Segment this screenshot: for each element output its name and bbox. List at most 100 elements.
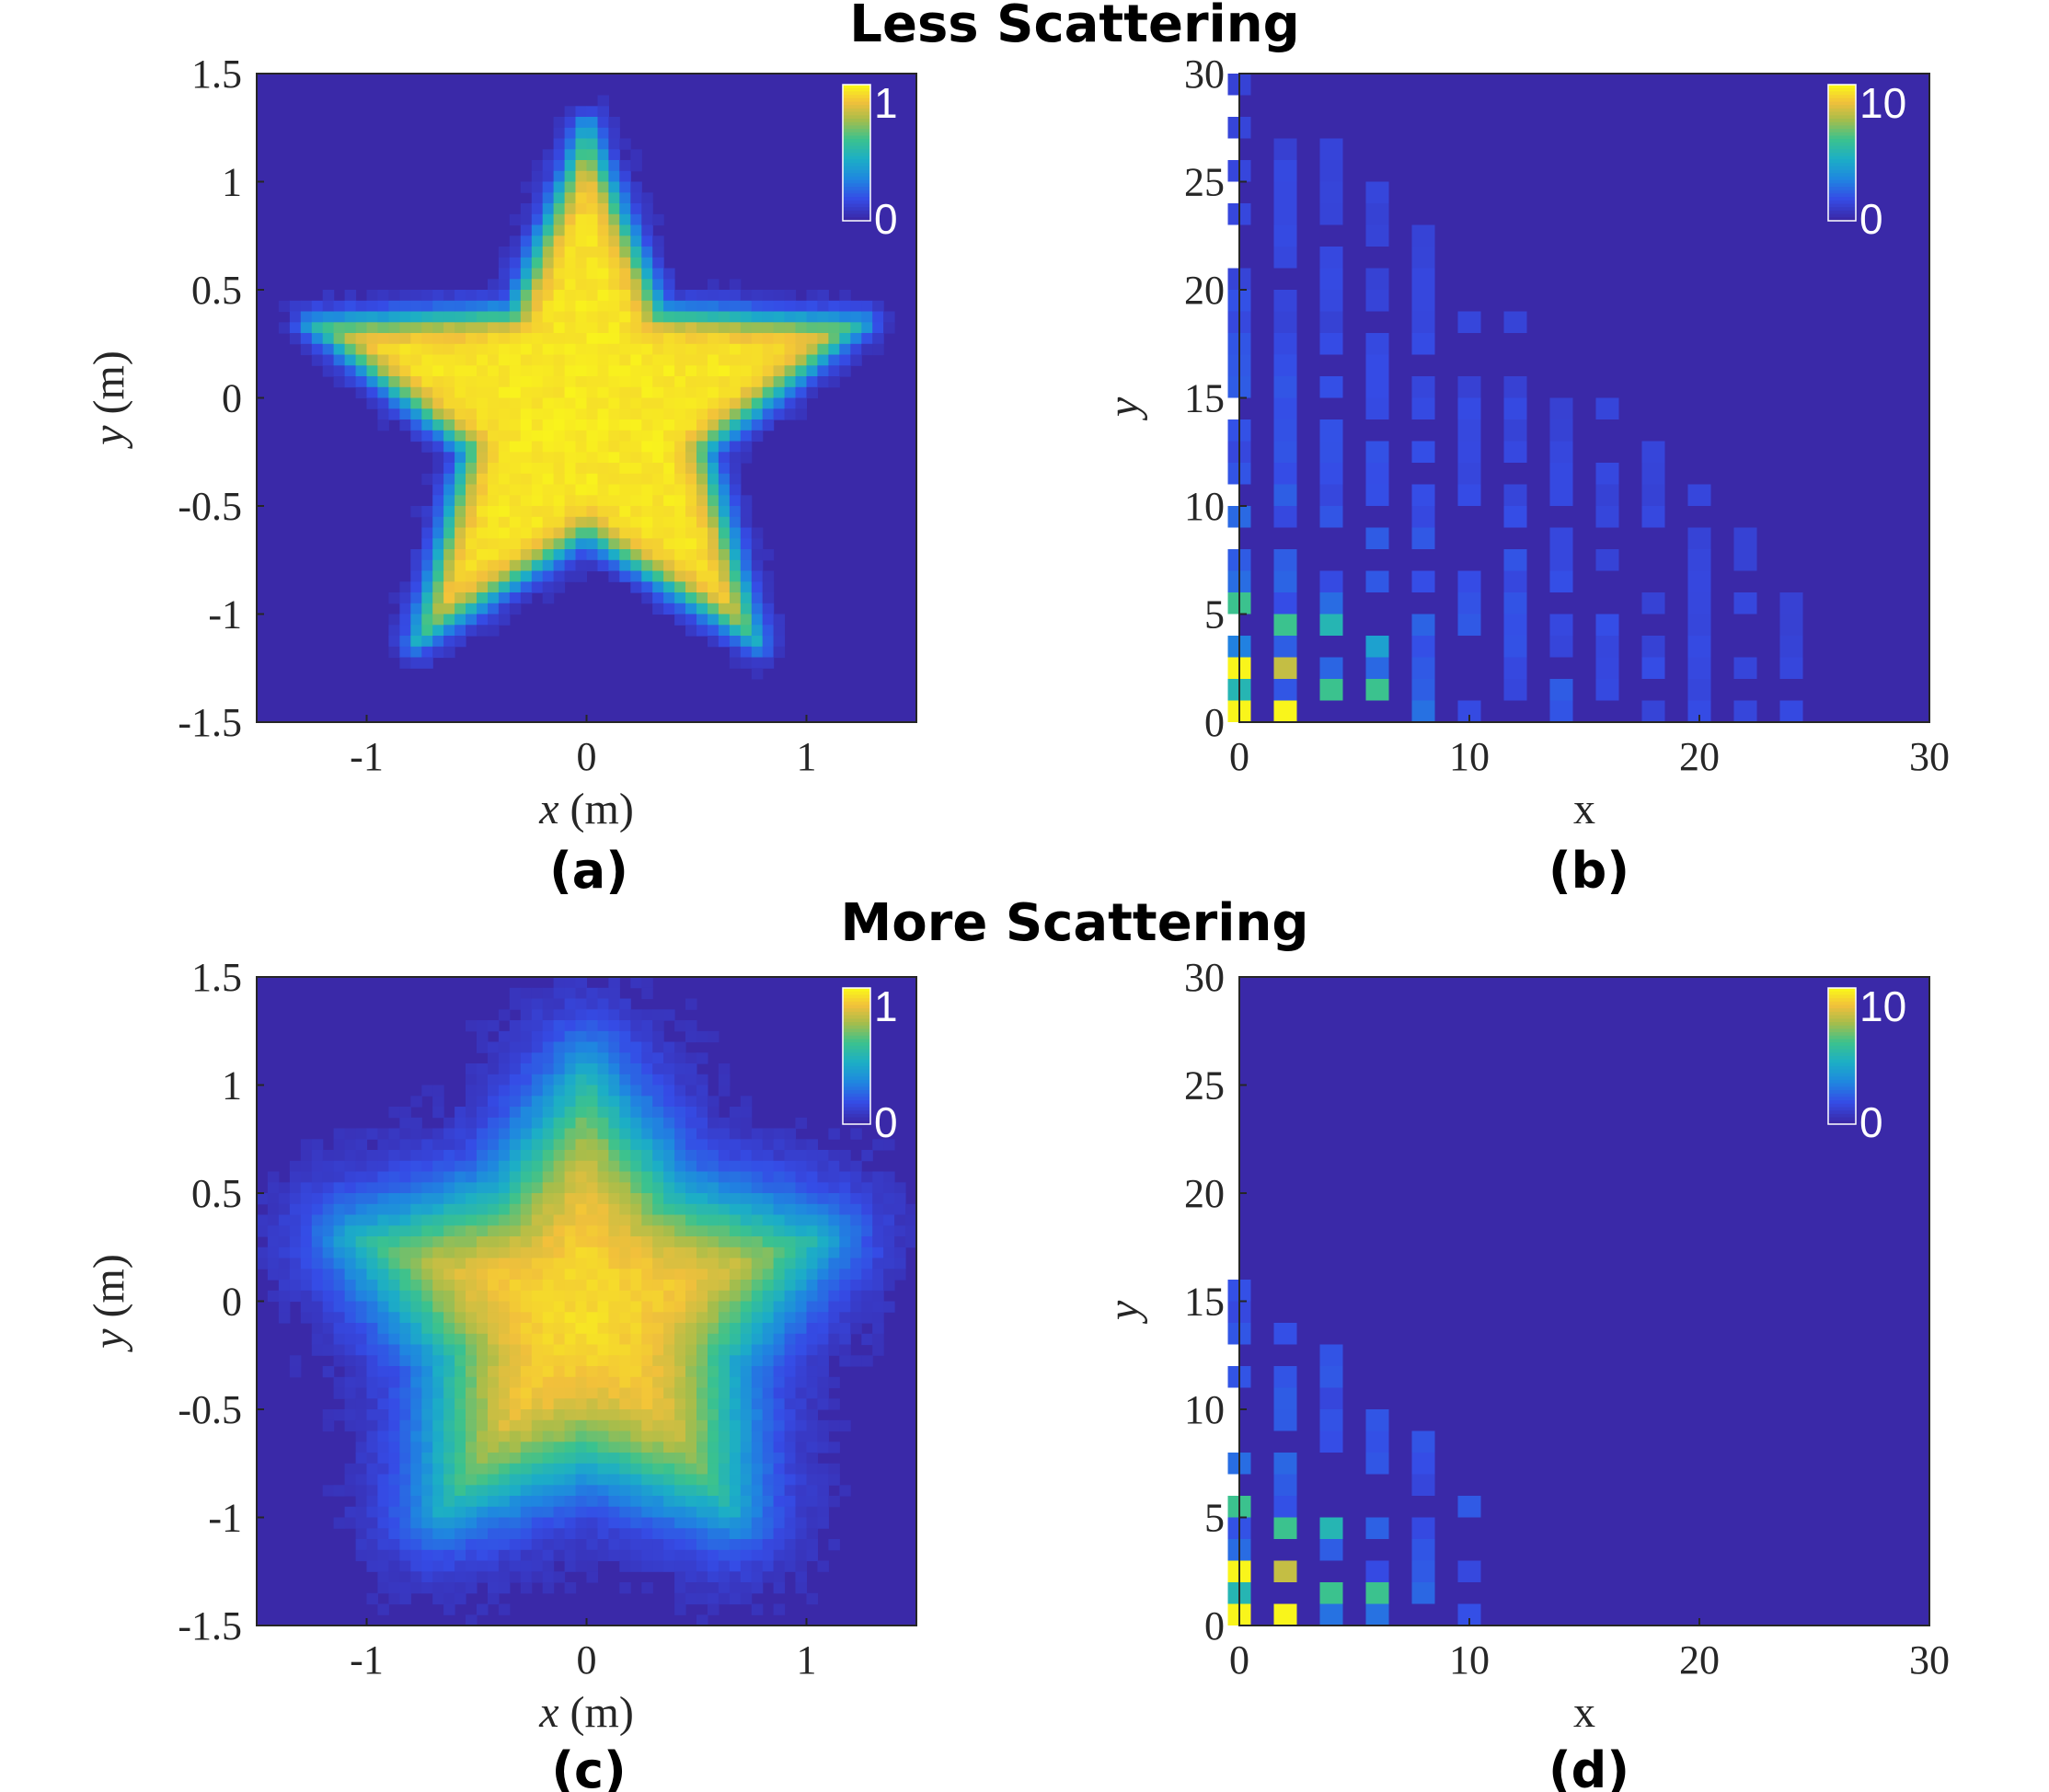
heatmap-cell (278, 1312, 291, 1324)
colorbar-segment (843, 1090, 870, 1095)
heatmap-cell (455, 1269, 466, 1281)
coefficient-cell (1595, 657, 1619, 679)
heatmap-cell (773, 636, 786, 648)
heatmap-cell (641, 1312, 653, 1324)
heatmap-cell (399, 408, 411, 420)
heatmap-cell (663, 386, 675, 399)
heatmap-cell (641, 516, 653, 529)
heatmap-cell (366, 1474, 378, 1486)
heatmap-cell (432, 484, 444, 496)
heatmap-cell (432, 441, 444, 453)
heatmap-cell (839, 1280, 851, 1292)
heatmap-cell (718, 1280, 731, 1292)
heatmap-cell (257, 1214, 269, 1226)
heatmap-cell (641, 1419, 653, 1432)
heatmap-cell (861, 1333, 873, 1346)
heatmap-cell (685, 473, 697, 486)
heatmap-cell (520, 538, 533, 550)
heatmap-cell (410, 1496, 422, 1508)
heatmap-cell (443, 1290, 455, 1303)
heatmap-cell (696, 408, 708, 420)
coefficient-cell (1687, 592, 1711, 615)
heatmap-cell (729, 538, 742, 550)
heatmap-cell (564, 1246, 577, 1259)
heatmap-cell (509, 1496, 522, 1508)
heatmap-cell (784, 1366, 797, 1378)
heatmap-cell (455, 1182, 466, 1194)
heatmap-cell (762, 1442, 775, 1453)
heatmap-cell (608, 127, 620, 140)
heatmap-cell (762, 1225, 775, 1237)
heatmap-cell (388, 1225, 400, 1237)
heatmap-cell (443, 1539, 455, 1551)
colorbar-min-label: 0 (1859, 1098, 1883, 1146)
heatmap-cell (443, 386, 455, 399)
heatmap-cell (488, 625, 500, 637)
colorbar-segment (1828, 1086, 1856, 1091)
coefficient-cell (1319, 657, 1343, 679)
heatmap-cell (498, 1290, 511, 1303)
heatmap-cell (333, 1301, 346, 1313)
heatmap-cell (377, 419, 389, 431)
heatmap-cell (729, 1128, 742, 1140)
heatmap-cell (708, 603, 719, 615)
heatmap-cell (466, 1366, 478, 1378)
heatmap-cell (641, 1258, 653, 1269)
panel-label-c: (c) (551, 1741, 626, 1792)
heatmap-cell (333, 1312, 346, 1324)
y-axis-label-d: y (1099, 1300, 1148, 1325)
heatmap-cell (762, 1171, 775, 1183)
heatmap-cell (685, 1139, 697, 1151)
heatmap-cell (674, 354, 686, 366)
heatmap-cell (322, 1301, 335, 1313)
heatmap-cell (850, 1193, 862, 1205)
heatmap-cell (377, 354, 389, 366)
heatmap-cell (377, 408, 389, 420)
heatmap-cell (795, 386, 807, 399)
heatmap-cell (366, 397, 378, 409)
heatmap-cell (531, 290, 544, 302)
heatmap-cell (355, 322, 368, 334)
heatmap-cell (410, 343, 422, 356)
heatmap-cell (388, 397, 400, 409)
heatmap-cell (531, 354, 544, 366)
heatmap-cell (520, 484, 533, 496)
colorbar-segment (843, 1066, 870, 1071)
coefficient-cell (1319, 679, 1343, 701)
heatmap-cell (708, 1139, 719, 1151)
heatmap-cell (839, 333, 851, 345)
heatmap-cell (488, 1150, 500, 1162)
heatmap-cell (708, 1312, 719, 1324)
heatmap-cell (333, 1344, 346, 1356)
heatmap-cell (641, 1506, 653, 1519)
heatmap-cell (455, 581, 466, 593)
heatmap-cell (575, 1442, 587, 1453)
heatmap-cell (542, 463, 555, 475)
heatmap-cell (663, 1528, 675, 1540)
heatmap-cell (729, 333, 742, 345)
heatmap-cell (455, 1571, 466, 1583)
coefficient-cell (1273, 247, 1297, 269)
heatmap-cell (542, 1063, 555, 1075)
heatmap-cell (795, 1139, 807, 1151)
heatmap-cell (509, 1485, 522, 1497)
y-tick-label: -1 (208, 1496, 242, 1541)
heatmap-cell (597, 1376, 609, 1389)
heatmap-cell (608, 1539, 620, 1551)
heatmap-cell (466, 1301, 478, 1313)
heatmap-cell (432, 333, 444, 345)
heatmap-cell (740, 1203, 753, 1216)
x-tick-label: 0 (577, 734, 597, 779)
heatmap-cell (520, 247, 533, 258)
colorbar-segment (1828, 115, 1856, 120)
heatmap-cell (388, 1398, 400, 1410)
heatmap-cell (630, 1030, 642, 1043)
heatmap-cell (586, 538, 598, 550)
coefficient-cell (1273, 1603, 1297, 1625)
heatmap-cell (466, 1409, 478, 1421)
heatmap-cell (531, 181, 544, 193)
coefficient-cell (1365, 679, 1389, 701)
heatmap-cell (708, 1387, 719, 1399)
heatmap-cell (355, 1139, 368, 1151)
heatmap-cell (477, 311, 489, 323)
